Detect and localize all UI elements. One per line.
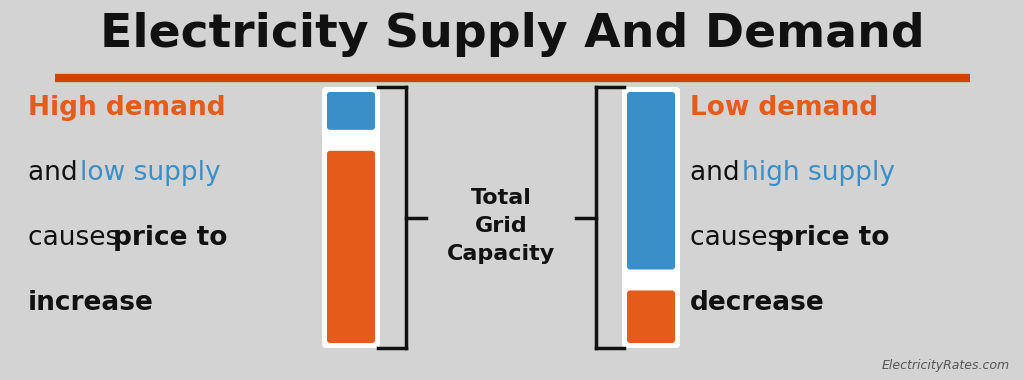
Text: High demand: High demand — [28, 95, 225, 121]
Text: causes: causes — [690, 225, 790, 251]
Text: causes: causes — [28, 225, 128, 251]
Text: Total
Grid
Capacity: Total Grid Capacity — [446, 187, 555, 263]
Text: price to: price to — [113, 225, 227, 251]
Text: increase: increase — [28, 290, 154, 316]
Text: Electricity Supply And Demand: Electricity Supply And Demand — [99, 12, 925, 57]
Text: and: and — [28, 160, 86, 186]
FancyBboxPatch shape — [627, 92, 675, 269]
Text: Low demand: Low demand — [690, 95, 879, 121]
Text: price to: price to — [775, 225, 890, 251]
FancyBboxPatch shape — [627, 290, 675, 343]
Text: decrease: decrease — [690, 290, 824, 316]
Text: high supply: high supply — [742, 160, 895, 186]
FancyBboxPatch shape — [327, 151, 375, 343]
FancyBboxPatch shape — [322, 87, 380, 348]
Text: low supply: low supply — [80, 160, 220, 186]
FancyBboxPatch shape — [622, 87, 680, 348]
Text: ElectricityRates.com: ElectricityRates.com — [882, 359, 1010, 372]
Text: and: and — [690, 160, 748, 186]
FancyBboxPatch shape — [327, 92, 375, 130]
